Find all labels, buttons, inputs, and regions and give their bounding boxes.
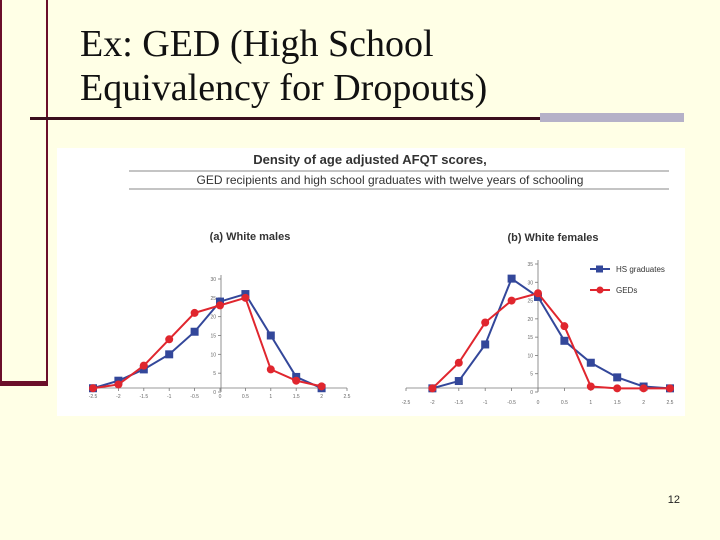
panel-b-y-tick-label: 35 bbox=[527, 262, 533, 268]
panel-b-x-tick-label: -1 bbox=[483, 400, 488, 406]
panel-b-hs-line bbox=[432, 277, 671, 390]
panel-a-x-tick-label: -1.5 bbox=[139, 394, 148, 400]
panel-b-x-tick-label: 0 bbox=[537, 400, 540, 406]
panel-a-x-tick-label: 1 bbox=[269, 394, 272, 400]
panel-b-x-tick-label: -2.5 bbox=[402, 400, 411, 406]
legend-hs-swatch-marker bbox=[596, 265, 603, 273]
panel-a-x-tick-label: -2.5 bbox=[89, 394, 98, 400]
panel-a-y-tick-label: 25 bbox=[210, 296, 216, 302]
panel-b-hs-point bbox=[507, 274, 516, 283]
panel-b-hs-point bbox=[560, 336, 569, 345]
panel-b-x-tick-label: -1.5 bbox=[454, 400, 463, 406]
panel-a-hs-point bbox=[165, 350, 174, 359]
panel-b-ged-point bbox=[613, 384, 622, 393]
panel-b-ged-point bbox=[454, 358, 463, 367]
panel-b-x-tick-label: 0.5 bbox=[561, 400, 568, 406]
slide-title-line1: Ex: GED (High School bbox=[80, 23, 434, 65]
panel-a-ged-point bbox=[292, 376, 301, 385]
page-number: 12 bbox=[667, 494, 680, 506]
panel-a-y-tick-label: 20 bbox=[210, 315, 216, 321]
panel-a-ged-point bbox=[165, 335, 174, 344]
panel-a-hs-point bbox=[190, 327, 199, 336]
panel-a-ged-point bbox=[89, 384, 97, 393]
figure-panel: Density of age adjusted AFQT scores, GED… bbox=[57, 148, 685, 416]
panel-a-ged-point bbox=[190, 308, 199, 317]
panel-a-hs-point bbox=[266, 331, 275, 340]
panel-a-x-tick-label: 0.5 bbox=[242, 394, 249, 400]
title-rule-gray bbox=[540, 113, 684, 122]
panel-a-x-tick-label: -0.5 bbox=[190, 394, 199, 400]
panel-b-y-tick-label: 0 bbox=[530, 390, 533, 396]
panel-b-hs-point bbox=[613, 373, 622, 382]
panel-a-y-tick-label: 0 bbox=[213, 390, 216, 396]
panel-b-chart: 0 5 10 15 20 25 30 35 -2.5 -2 -1.5 -1 -0.5 0 0.5 1 1.5 2 2… bbox=[402, 260, 674, 406]
panel-a-ged-line bbox=[92, 296, 322, 390]
title-rule-dark bbox=[30, 117, 540, 120]
panel-b-ged-point bbox=[428, 384, 437, 393]
panel-a-ged-point bbox=[139, 361, 148, 370]
panel-b-y-tick-label: 10 bbox=[527, 353, 533, 359]
panel-b-y-tick-label: 25 bbox=[527, 299, 533, 305]
panel-a-ged-point bbox=[266, 365, 275, 374]
figure-title-line2: GED recipients and high school graduates… bbox=[197, 173, 584, 187]
panel-a-ged-point bbox=[216, 301, 224, 310]
panel-b-x-tick-label: 1 bbox=[589, 400, 592, 406]
left-accent-foot bbox=[0, 381, 48, 386]
legend-hs-label: HS graduates bbox=[616, 265, 665, 274]
panel-b-x-tick-label: 2 bbox=[642, 400, 645, 406]
panel-b-title: (b) White females bbox=[507, 232, 598, 244]
panel-b-hs-point bbox=[454, 377, 463, 386]
figure-title-line1: Density of age adjusted AFQT scores, bbox=[253, 152, 487, 167]
panel-a-x-tick-label: -1 bbox=[167, 394, 172, 400]
panel-b-x-tick-label: 1.5 bbox=[614, 400, 621, 406]
panel-a-x-tick-label: 2 bbox=[320, 394, 323, 400]
panel-a-ged-point bbox=[241, 293, 250, 302]
panel-b-ged-point bbox=[586, 382, 595, 391]
panel-a-x-tick-label: 1.5 bbox=[293, 394, 300, 400]
panel-a-chart: 0 5 10 15 20 25 30 -2.5 -2 -1.5 -1 -0.5 0 0.5 1 1.5 2 2.5 bbox=[89, 275, 351, 400]
panel-b-ged-point bbox=[481, 318, 490, 327]
panel-a-ged-point bbox=[114, 380, 123, 389]
panel-b-ged-line bbox=[431, 292, 670, 390]
panel-a-x-tick-label: -2 bbox=[116, 394, 121, 400]
left-accent-band bbox=[0, 0, 46, 386]
panel-b-ged-point bbox=[639, 384, 648, 393]
left-accent-edge bbox=[0, 0, 2, 386]
panel-b-y-tick-label: 30 bbox=[527, 280, 533, 286]
legend-ged-label: GEDs bbox=[616, 286, 637, 295]
panel-b-y-tick-label: 20 bbox=[527, 317, 533, 323]
panel-b-ged-point bbox=[666, 384, 674, 393]
panel-b-y-tick-label: 5 bbox=[530, 372, 533, 378]
legend-ged-swatch-marker bbox=[596, 286, 604, 294]
panel-b-hs-point bbox=[586, 358, 595, 367]
panel-b-x-tick-label: -0.5 bbox=[507, 400, 516, 406]
panel-a-x-tick-label: 0 bbox=[219, 394, 222, 400]
panel-a-y-tick-label: 5 bbox=[213, 371, 216, 377]
panel-a-title: (a) White males bbox=[210, 231, 291, 243]
panel-b-ged-point bbox=[560, 322, 569, 331]
slide-title-line2: Equivalency for Dropouts) bbox=[80, 67, 488, 109]
panel-b-ged-point bbox=[534, 289, 542, 298]
afqt-density-figure: Density of age adjusted AFQT scores, GED… bbox=[89, 152, 674, 406]
panel-a-y-tick-label: 30 bbox=[210, 277, 216, 283]
panel-a-ged-point bbox=[317, 382, 326, 391]
panel-a-x-tick-label: 2.5 bbox=[344, 394, 351, 400]
panel-a-y-tick-label: 15 bbox=[210, 334, 216, 340]
panel-b-ged-point bbox=[507, 296, 516, 305]
panel-b-x-tick-label: 2.5 bbox=[667, 400, 674, 406]
panel-a-y-tick-label: 10 bbox=[210, 352, 216, 358]
panel-b-hs-point bbox=[481, 340, 490, 349]
slide-title: Ex: GED (High School Equivalency for Dro… bbox=[80, 22, 487, 110]
panel-b-x-tick-label: -2 bbox=[430, 400, 435, 406]
left-accent-line bbox=[46, 0, 48, 386]
panel-b-y-tick-label: 15 bbox=[527, 335, 533, 341]
